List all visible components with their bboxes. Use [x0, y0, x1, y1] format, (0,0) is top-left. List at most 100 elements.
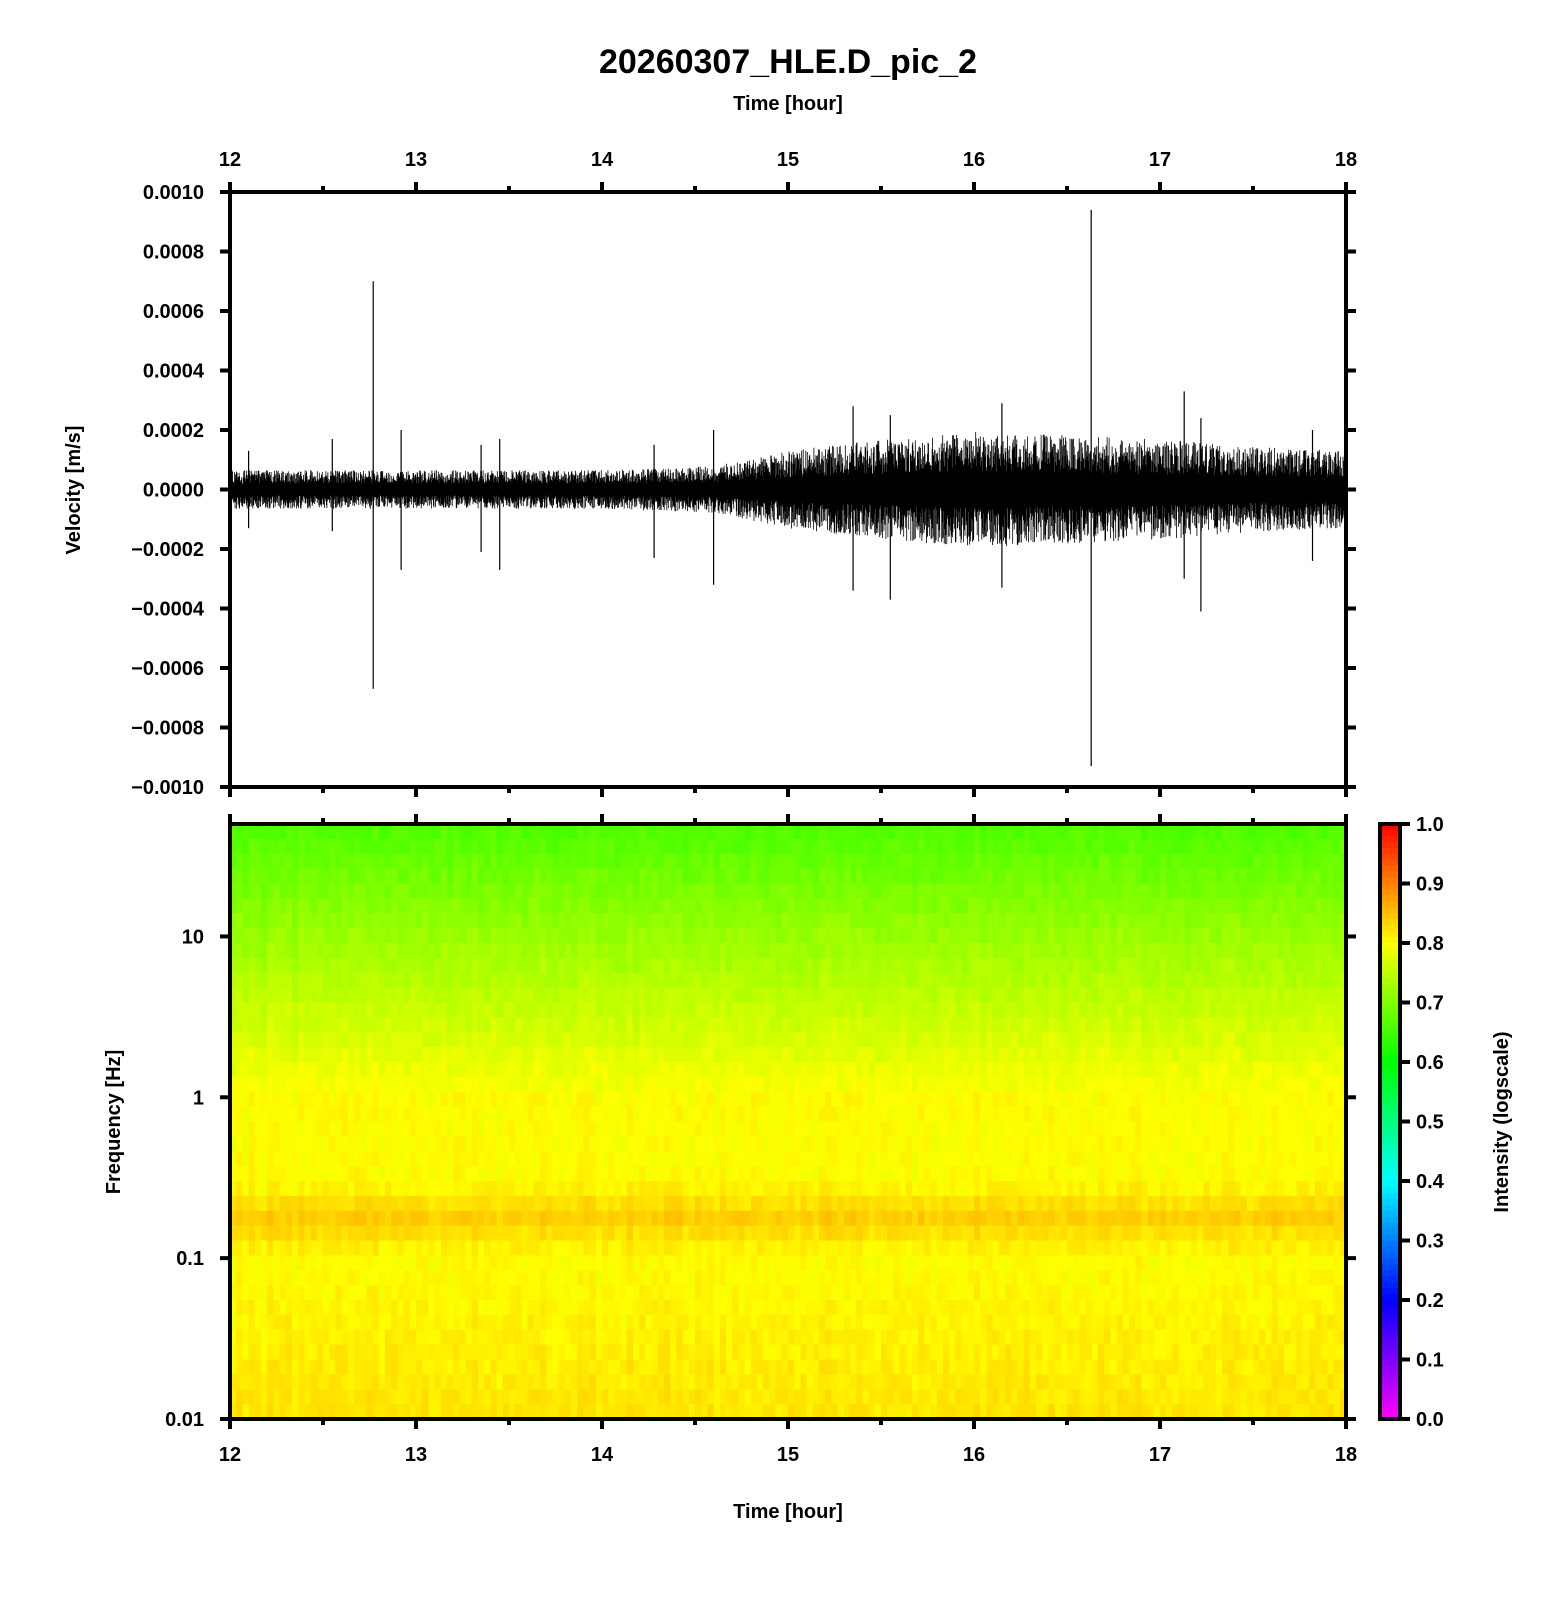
spectrogram-cell [360, 1285, 367, 1301]
spectrogram-cell [800, 1210, 808, 1227]
spectrogram-cell [831, 1225, 839, 1242]
spectrogram-cell [378, 853, 386, 870]
spectrogram-cell [850, 1151, 857, 1167]
spectrogram-cell [577, 957, 584, 974]
spectrogram-cell [775, 883, 783, 899]
spectrogram-cell [347, 1270, 355, 1286]
spectrogram-cell [298, 1359, 305, 1375]
spectrogram-cell [626, 1404, 634, 1420]
spectrogram-cell [732, 1091, 739, 1108]
spectrogram-cell [967, 1166, 975, 1182]
spectrogram-cell [236, 1314, 243, 1331]
spectrogram-cell [478, 1106, 485, 1123]
spectrogram-cell [310, 1344, 318, 1361]
spectrogram-cell [862, 1389, 870, 1405]
spectrogram-cell [583, 972, 591, 989]
spectrogram-cell [825, 1344, 832, 1361]
spectrogram-cell [490, 1359, 498, 1375]
spectrogram-cell [812, 1374, 820, 1390]
spectrogram-cell [862, 957, 870, 974]
spectrogram-cell [943, 1300, 950, 1316]
spectrogram-cell [657, 824, 665, 840]
spectrogram-cell [403, 1195, 411, 1212]
spectrogram-cell [757, 1344, 764, 1361]
spectrogram-cell [670, 1166, 677, 1182]
spectrogram-cell [589, 957, 597, 974]
spectrogram-cell [509, 824, 516, 840]
spectrogram-cell [496, 883, 504, 899]
spectrogram-cell [657, 883, 665, 899]
spectrogram-cell [366, 1225, 374, 1242]
spectrogram-cell [323, 1195, 330, 1212]
spectrogram-cell [980, 1032, 987, 1048]
spectrogram-cell [781, 1047, 789, 1063]
spectrogram-cell [416, 1225, 423, 1242]
spectrogram-cell [701, 1151, 708, 1167]
spectrogram-cell [546, 1240, 553, 1256]
spectrogram-cell [819, 1225, 826, 1242]
spectrogram-cell [614, 1017, 622, 1033]
spectrogram-cell [502, 957, 510, 974]
spectrogram-cell [781, 1210, 789, 1227]
spectrogram-cell [651, 1017, 659, 1033]
spectrogram-cell [366, 1032, 374, 1048]
spectrogram-cell [806, 898, 814, 914]
spectrogram-cell [682, 1017, 690, 1033]
spectrogram-cell [701, 1002, 708, 1018]
spectrogram-cell [354, 1240, 361, 1256]
spectrogram-cell [744, 1032, 752, 1048]
spectrogram-cell [354, 1047, 361, 1063]
spectrogram-cell [676, 1047, 684, 1063]
spectrogram-cell [980, 1151, 987, 1167]
spectrogram-cell [998, 1032, 1006, 1048]
spectrogram-cell [651, 957, 659, 974]
spectrogram-cell [484, 1166, 491, 1182]
spectrogram-cell [440, 853, 448, 870]
spectrogram-cell [695, 1121, 702, 1137]
spectrogram-cell [285, 1091, 293, 1108]
spectrogram-cell [788, 1181, 795, 1197]
spectrogram-cell [732, 1285, 739, 1301]
spectrogram-cell [279, 943, 287, 959]
spectrogram-cell [335, 1166, 343, 1182]
spectrogram-cell [682, 1151, 690, 1167]
spectrogram-cell [992, 838, 1000, 855]
spectrogram-cell [242, 1285, 250, 1301]
spectrogram-cell [279, 1195, 287, 1212]
spectrogram-cell [670, 987, 677, 1004]
spectrogram-cell [967, 1344, 975, 1361]
spectrogram-cell [757, 853, 764, 870]
spectrogram-cell [608, 1270, 615, 1286]
spectrogram-cell [279, 1181, 287, 1197]
spectrogram-cell [453, 943, 460, 959]
spectrogram-cell [682, 1404, 690, 1420]
spectrogram-cell [391, 1389, 398, 1405]
spectrogram-cell [329, 1374, 336, 1390]
spectrogram-cell [434, 1032, 442, 1048]
spectrogram-cell [267, 1404, 274, 1420]
spectrogram-cell [837, 972, 845, 989]
spectrogram-cell [533, 898, 541, 914]
spectrogram-cell [298, 1151, 305, 1167]
spectrogram-cell [242, 1404, 250, 1420]
spectrogram-cell [502, 1166, 510, 1182]
spectrogram-cell [341, 1300, 349, 1316]
spectrogram-cell [794, 1225, 801, 1242]
spectrogram-cell [657, 1166, 665, 1182]
spectrogram-cell [763, 1076, 770, 1093]
spectrogram-cell [583, 1181, 591, 1197]
spectrogram-cell [608, 1374, 615, 1390]
spectrogram-cell [719, 1329, 727, 1346]
spectrogram-cell [533, 838, 541, 855]
spectrogram-cell [726, 1091, 733, 1108]
spectrogram-cell [620, 1225, 628, 1242]
spectrogram-cell [397, 868, 405, 885]
spectrogram-cell [496, 853, 504, 870]
spectrogram-cell [837, 1121, 845, 1137]
spectrogram-cell [980, 913, 987, 929]
spectrogram-cell [341, 1255, 349, 1271]
spectrogram-cell [478, 1181, 485, 1197]
spectrogram-cell [608, 1166, 615, 1182]
spectrogram-cell [285, 868, 293, 885]
spectrogram-cell [465, 1032, 473, 1048]
